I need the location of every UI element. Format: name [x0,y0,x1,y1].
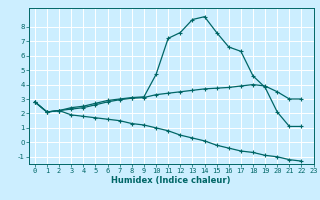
X-axis label: Humidex (Indice chaleur): Humidex (Indice chaleur) [111,176,231,185]
